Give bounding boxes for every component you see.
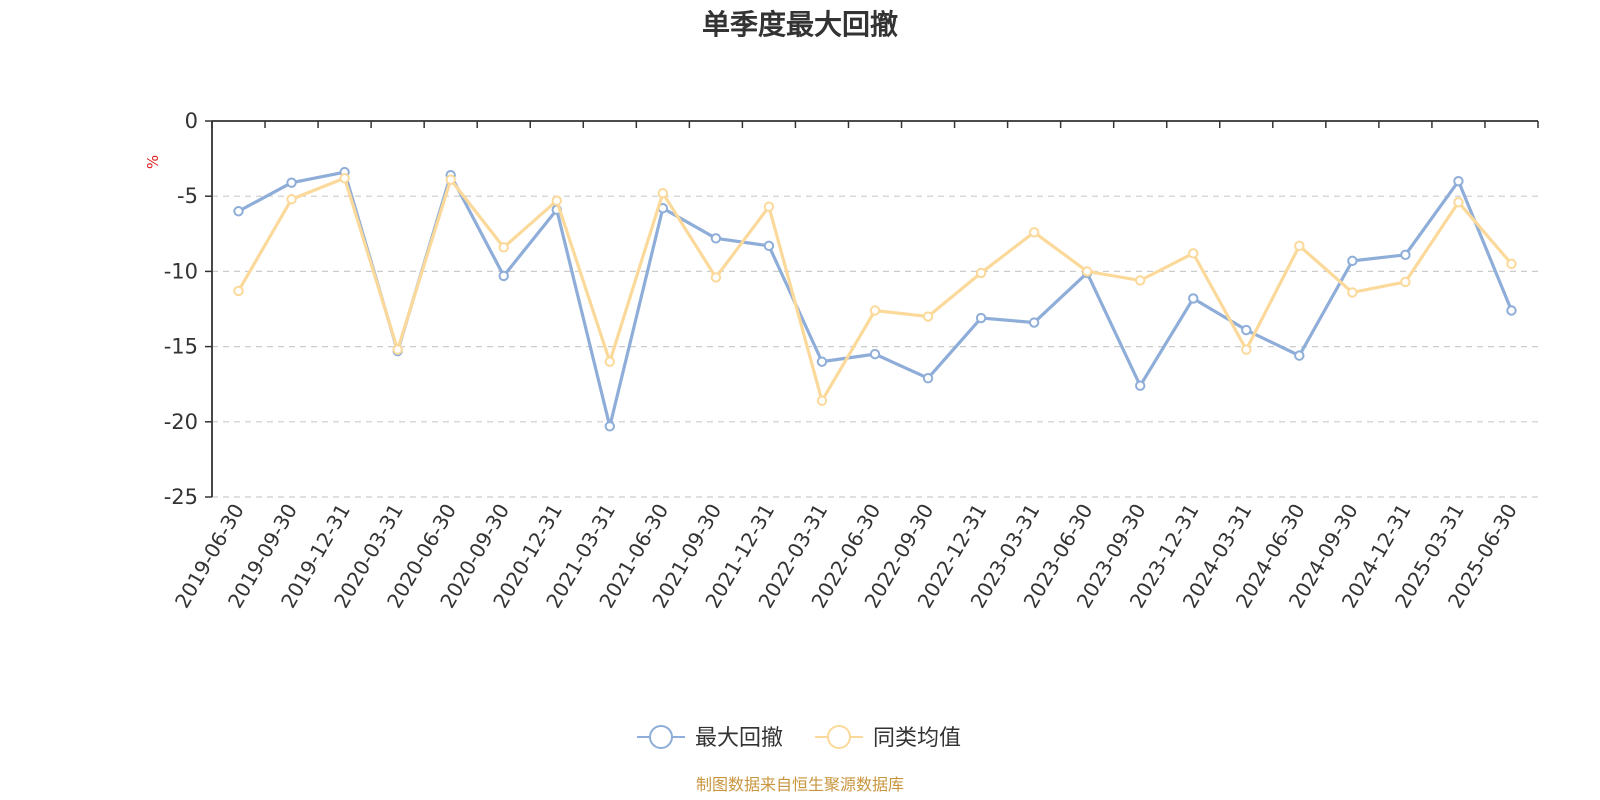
y-tick-label: -15 <box>164 335 198 359</box>
data-point[interactable] <box>1135 275 1146 286</box>
data-point[interactable] <box>922 311 934 322</box>
data-point[interactable] <box>1188 248 1199 259</box>
data-point[interactable] <box>816 395 828 406</box>
data-point[interactable] <box>1028 317 1040 328</box>
data-point[interactable] <box>286 194 297 205</box>
legend-item[interactable]: 最大回撤 <box>637 725 783 751</box>
data-point[interactable] <box>710 272 722 283</box>
chart-title: 单季度最大回撤 <box>702 8 898 41</box>
data-point[interactable] <box>445 174 456 185</box>
y-tick-label: -5 <box>177 184 198 208</box>
data-point[interactable] <box>1506 258 1517 270</box>
data-point[interactable] <box>498 242 509 253</box>
data-point[interactable] <box>869 305 881 316</box>
x-axis-ticks: 2019-06-302019-09-302019-12-312020-03-31… <box>170 121 1539 612</box>
series-2 <box>233 172 1517 406</box>
data-point[interactable] <box>1294 350 1305 361</box>
data-point[interactable] <box>286 177 297 188</box>
data-point[interactable] <box>233 206 244 217</box>
data-point[interactable] <box>1294 240 1305 252</box>
data-point[interactable] <box>1241 324 1252 336</box>
data-point[interactable] <box>975 312 987 324</box>
data-point[interactable] <box>604 421 615 432</box>
series-1 <box>233 166 1517 432</box>
data-point[interactable] <box>1400 276 1411 288</box>
axes <box>211 120 1538 497</box>
data-point[interactable] <box>1400 249 1411 261</box>
data-point[interactable] <box>816 356 828 367</box>
series-line <box>237 170 1513 428</box>
y-tick-label: -20 <box>164 410 198 434</box>
data-point[interactable] <box>604 356 615 367</box>
y-tick-label: -25 <box>164 485 198 509</box>
grid-lines <box>212 195 1538 498</box>
series-group <box>233 166 1517 432</box>
data-point[interactable] <box>498 270 509 282</box>
series-line <box>237 176 1513 403</box>
y-tick-label: 0 <box>185 109 198 133</box>
y-axis-ticks: 0 -5 -10 -15 -20 -25 <box>164 109 212 509</box>
data-point[interactable] <box>392 344 403 355</box>
data-point[interactable] <box>1028 227 1040 238</box>
data-point[interactable] <box>1241 344 1252 355</box>
legend[interactable]: 最大回撤 同类均值 <box>637 725 961 751</box>
source-note: 制图数据来自恒生聚源数据库 <box>696 775 904 794</box>
legend-label: 同类均值 <box>873 726 961 751</box>
data-point[interactable] <box>1347 287 1358 298</box>
data-point[interactable] <box>1135 380 1146 391</box>
data-point[interactable] <box>1188 293 1199 304</box>
y-axis-unit-label: % <box>144 155 162 169</box>
data-point[interactable] <box>339 172 350 184</box>
data-point[interactable] <box>1081 266 1093 277</box>
legend-marker <box>827 725 851 749</box>
data-point[interactable] <box>233 285 244 297</box>
data-point[interactable] <box>551 195 562 206</box>
data-point[interactable] <box>657 187 669 199</box>
y-tick-label: -10 <box>164 259 198 283</box>
data-point[interactable] <box>763 201 775 212</box>
data-point[interactable] <box>975 267 987 279</box>
data-point[interactable] <box>1347 255 1358 267</box>
legend-item[interactable]: 同类均值 <box>815 725 961 751</box>
data-point[interactable] <box>1453 197 1464 208</box>
data-point[interactable] <box>763 240 775 252</box>
data-point[interactable] <box>710 233 722 244</box>
legend-marker <box>649 725 673 749</box>
data-point[interactable] <box>869 348 881 360</box>
legend-label: 最大回撤 <box>695 726 783 751</box>
data-point[interactable] <box>1506 305 1517 316</box>
data-point[interactable] <box>1453 175 1464 187</box>
data-point[interactable] <box>922 372 934 384</box>
